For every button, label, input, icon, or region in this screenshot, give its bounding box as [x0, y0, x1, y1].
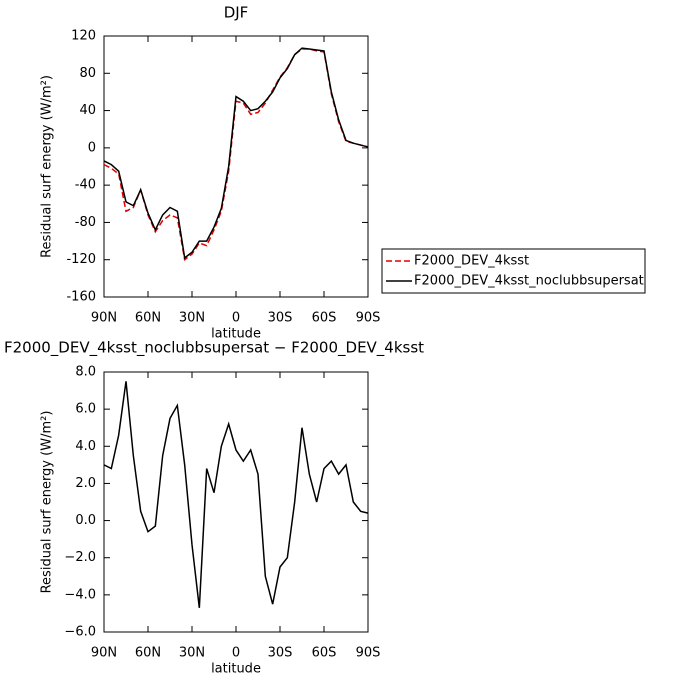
x-tick-label: 60N [135, 646, 161, 661]
legend-label: F2000_DEV_4ksst_noclubbsupersat [414, 274, 644, 289]
x-tick-label: 90S [356, 311, 381, 326]
y-tick-label: 2.0 [75, 476, 96, 491]
data-line [103, 47, 369, 260]
y-tick-label: 0.0 [75, 513, 96, 528]
legend-label: F2000_DEV_4ksst [414, 254, 529, 269]
chart-title: F2000_DEV_4ksst_noclubbsupersat − F2000_… [4, 339, 424, 358]
y-tick-label: -40 [75, 178, 96, 193]
y-tick-label: 4.0 [75, 439, 96, 454]
x-tick-label: 60S [312, 311, 337, 326]
y-tick-label: 0 [88, 140, 96, 155]
y-tick-label: −6.0 [64, 625, 96, 640]
x-axis-label: latitude [211, 327, 261, 342]
y-tick-label: -120 [66, 252, 96, 267]
y-tick-label: 80 [79, 66, 96, 81]
legend-box [381, 248, 646, 294]
y-tick-label: −2.0 [64, 550, 96, 565]
x-tick-label: 60S [312, 646, 337, 661]
x-tick-label: 90N [91, 311, 117, 326]
x-tick-label: 90S [356, 646, 381, 661]
y-tick-label: 120 [71, 29, 96, 44]
chart-title: DJF [224, 4, 249, 22]
y-tick-label: 6.0 [75, 402, 96, 417]
x-tick-label: 30S [268, 646, 293, 661]
x-tick-label: 90N [91, 646, 117, 661]
y-tick-label: -160 [66, 290, 96, 305]
x-tick-label: 60N [135, 311, 161, 326]
x-tick-label: 0 [232, 646, 240, 661]
x-axis-label: latitude [211, 662, 261, 677]
y-axis-label: Residual surf energy (W/m²) [40, 75, 55, 258]
y-axis-label: Residual surf energy (W/m²) [40, 411, 55, 594]
y-tick-label: 40 [79, 103, 96, 118]
x-tick-label: 0 [232, 311, 240, 326]
plot-frame [103, 371, 369, 633]
x-tick-label: 30N [179, 646, 205, 661]
data-line [103, 48, 369, 262]
data-line [103, 381, 369, 608]
y-tick-label: −4.0 [64, 587, 96, 602]
x-tick-label: 30S [268, 311, 293, 326]
y-tick-label: -80 [75, 215, 96, 230]
y-tick-label: 8.0 [75, 365, 96, 380]
x-tick-label: 30N [179, 311, 205, 326]
